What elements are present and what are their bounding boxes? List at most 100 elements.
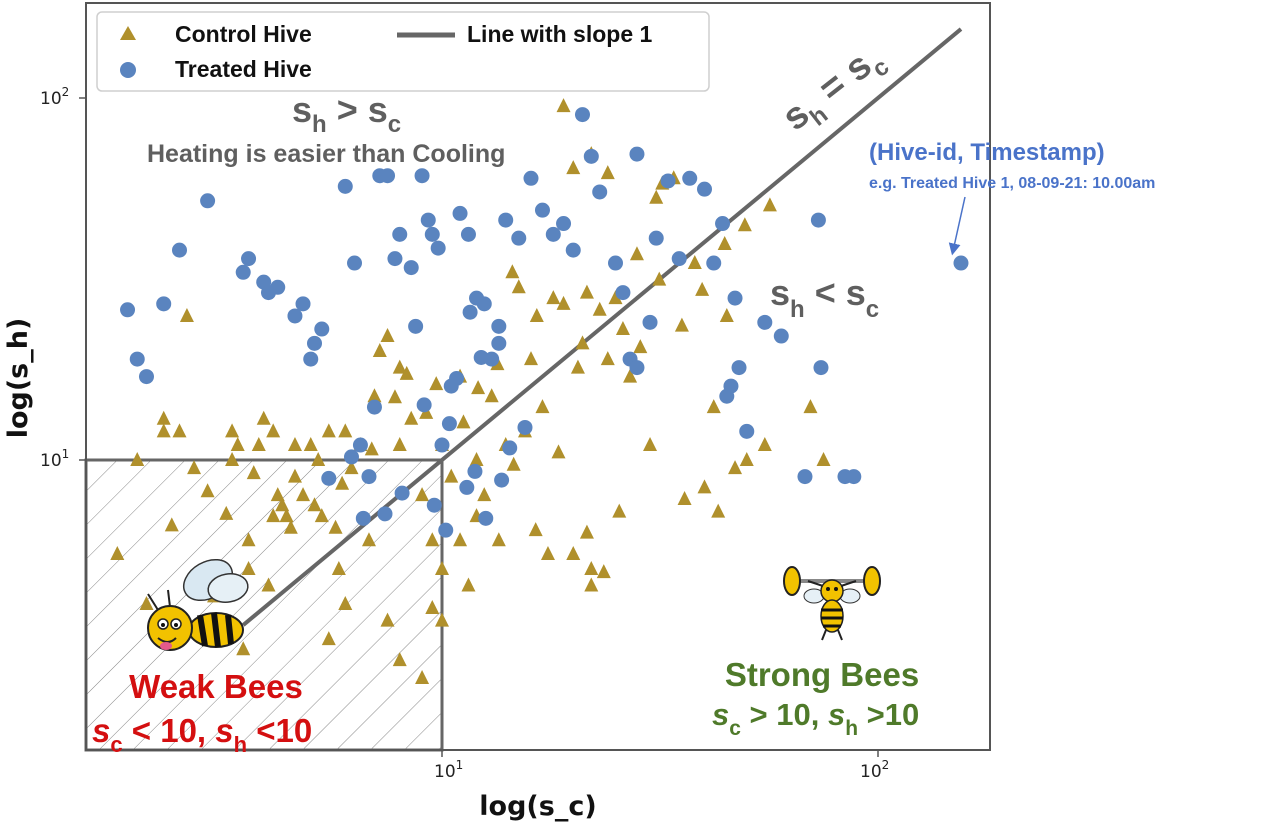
control-hive-point	[372, 343, 387, 358]
treated-hive-point	[394, 485, 410, 501]
control-hive-point	[225, 452, 240, 466]
control-hive-point	[179, 307, 194, 322]
control-hive-point	[695, 281, 710, 296]
treated-hive-point	[403, 260, 419, 276]
control-hive-point	[392, 359, 407, 374]
control-hive-point	[283, 519, 298, 534]
treated-hive-point	[420, 212, 436, 228]
treated-hive-point	[347, 255, 363, 271]
control-hive-point	[139, 596, 154, 611]
plot-frame	[85, 2, 991, 751]
control-hive-point	[584, 577, 599, 592]
control-hive-point	[575, 335, 590, 350]
control-hive-point	[311, 452, 326, 466]
control-hive-point	[546, 290, 561, 305]
treated-hive-point	[459, 479, 475, 495]
heating-note: Heating is easier than Cooling	[147, 140, 505, 168]
treated-hive-point	[556, 216, 572, 232]
control-hive-point	[717, 236, 732, 251]
treated-hive-point	[426, 497, 442, 513]
control-hive-point	[279, 508, 294, 523]
control-hive-point	[156, 410, 171, 425]
control-hive-point	[523, 351, 538, 366]
control-hive-point	[596, 564, 611, 579]
treated-hive-point	[156, 296, 172, 312]
legend: Control Hive Treated Hive Line with slop…	[96, 11, 710, 92]
weak-bees-title: Weak Bees	[129, 668, 303, 705]
x-axis-label: log(s_c)	[479, 791, 596, 822]
control-hive-point	[528, 522, 543, 537]
control-hive-point	[287, 468, 302, 483]
treated-hive-point	[476, 296, 492, 312]
x-tick-label-10: 101	[434, 758, 463, 782]
control-hive-point	[592, 301, 607, 316]
strong-bees-title: Strong Bees	[725, 656, 919, 693]
tick-marks	[79, 97, 879, 757]
control-hive-point	[200, 483, 215, 498]
treated-hive-point	[502, 440, 518, 456]
control-hive-point	[251, 437, 266, 452]
control-hive-point	[491, 532, 506, 547]
treated-hive-point	[517, 419, 533, 435]
treated-hive-point	[523, 170, 539, 186]
treated-hive-point	[473, 349, 489, 365]
control-hive-point	[674, 317, 689, 332]
treated-hive-point	[438, 522, 454, 538]
control-hive-point	[566, 160, 581, 175]
control-hive-point	[321, 631, 336, 646]
treated-hive-point	[731, 360, 747, 376]
control-hive-point	[130, 452, 145, 466]
treated-hive-point	[129, 351, 145, 367]
treated-hive-point	[138, 369, 154, 385]
control-hive-point	[435, 612, 449, 627]
treated-hive-point	[307, 335, 323, 351]
control-hive-point	[415, 487, 430, 502]
legend-control-marker	[120, 26, 136, 40]
control-hive-point	[600, 351, 615, 366]
hive-id-title: (Hive-id, Timestamp)	[869, 139, 1105, 166]
control-hive-point	[706, 399, 721, 414]
control-hive-point	[156, 423, 171, 438]
treated-hive-point	[377, 506, 393, 522]
strong-bees-condition: sc > 10, sh >10	[712, 697, 919, 740]
control-hive-point	[612, 503, 627, 518]
sh-greater-sc-label: sh > sc	[292, 89, 401, 138]
treated-hive-point	[953, 255, 969, 271]
treated-hive-point	[295, 296, 311, 312]
control-hive-point	[236, 641, 251, 656]
control-hive-point	[623, 368, 638, 383]
control-hive-point	[505, 264, 520, 279]
legend-line-label: Line with slope 1	[467, 21, 653, 47]
control-hive-point	[307, 497, 322, 512]
control-hive-point	[570, 359, 585, 374]
control-hive-point	[303, 437, 318, 452]
treated-hive-point	[235, 264, 251, 280]
control-hive-point	[529, 307, 544, 322]
treated-hive-point	[682, 170, 698, 186]
weak-bees-condition: sc < 10, sh <10	[92, 712, 312, 757]
control-hive-point	[261, 577, 276, 592]
legend-treated-label: Treated Hive	[175, 56, 312, 82]
control-hive-point	[246, 465, 261, 480]
control-hive-point	[266, 423, 281, 438]
treated-hive-point	[270, 279, 286, 295]
treated-hive-point	[696, 181, 712, 197]
y-tick-label-100: 102	[40, 85, 69, 109]
control-hive-point	[453, 532, 468, 547]
control-hive-point	[425, 532, 440, 547]
legend-treated-marker	[120, 62, 136, 78]
control-hive-point	[331, 560, 346, 575]
control-hive-point	[566, 545, 581, 560]
control-hive-point	[344, 460, 359, 475]
control-hive-point	[429, 376, 444, 391]
control-hive-point	[392, 652, 407, 667]
sh-equals-sc-label: sh = sc	[775, 36, 895, 145]
treated-hive-point	[810, 212, 826, 228]
treated-hive-point	[498, 212, 514, 228]
control-hive-point	[803, 399, 818, 414]
treated-hive-point	[629, 360, 645, 376]
control-hive-point	[187, 460, 202, 475]
treated-hive-point	[449, 370, 465, 386]
control-hive-point	[338, 596, 353, 611]
control-hive-point	[296, 487, 311, 502]
